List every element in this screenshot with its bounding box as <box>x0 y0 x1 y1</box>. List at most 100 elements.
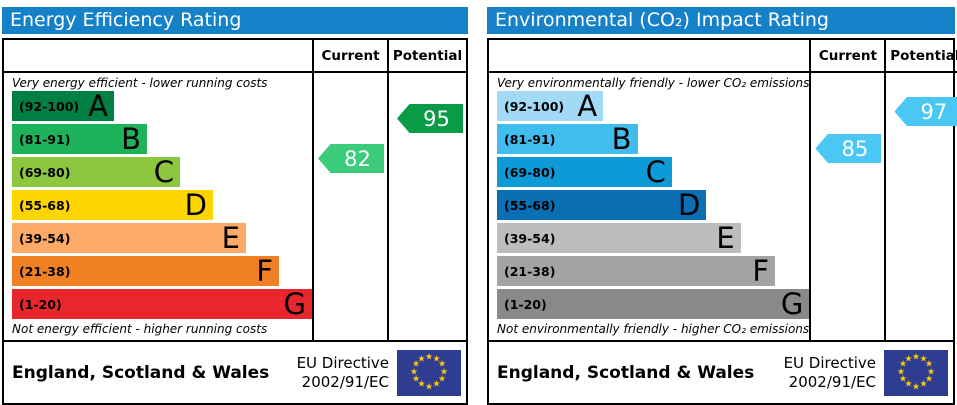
current-rating-cell: 82 <box>312 73 387 340</box>
band-row-e: (39-54) E <box>497 223 809 253</box>
band-bar-g: (1-20) G <box>497 289 810 319</box>
top-caption: Very energy efficient - lower running co… <box>12 76 268 90</box>
band-bar-g: (1-20) G <box>12 289 312 319</box>
band-bar-a: (92-100) A <box>12 91 114 121</box>
bottom-caption: Not energy efficient - higher running co… <box>12 322 268 336</box>
band-letter: C <box>153 154 174 189</box>
band-row-a: (92-100) A <box>497 91 809 121</box>
energy-efficiency-panel: Energy Efficiency Rating Current Potenti… <box>2 7 468 405</box>
band-range-label: (39-54) <box>19 230 71 246</box>
potential-column-header: Potential <box>387 40 466 73</box>
band-letter: E <box>221 220 240 255</box>
current-column-header: Current <box>809 40 885 73</box>
eu-directive-label: EU Directive 2002/91/EC <box>297 354 389 392</box>
panel-title-energy: Energy Efficiency Rating <box>2 7 468 34</box>
current-column-header: Current <box>312 40 387 73</box>
eu-directive-line1: EU Directive <box>783 353 876 372</box>
band-bar-d: (55-68) D <box>497 187 707 222</box>
eu-star-icon: ★ <box>919 354 928 364</box>
energy-bands-cell: Very energy efficient - lower running co… <box>4 73 312 340</box>
eu-flag-icon: ★ ★ ★ ★ ★ ★ ★ ★ ★ ★ ★ ★ <box>884 349 948 396</box>
band-bar-f: (21-38) F <box>497 256 775 286</box>
eu-star-icon: ★ <box>898 374 908 385</box>
eu-star-icon: ★ <box>409 367 419 377</box>
eu-star-icon: ★ <box>424 352 434 362</box>
band-row-f: (21-38) F <box>12 256 312 286</box>
band-row-g: (1-20) G <box>497 289 810 319</box>
eu-star-icon: ★ <box>424 382 434 392</box>
band-letter: E <box>716 220 735 255</box>
potential-rating-arrow: 97 <box>894 97 957 126</box>
band-bar-d: (55-68) D <box>12 190 213 220</box>
band-range-label: (39-54) <box>504 230 556 246</box>
top-caption: Very environmentally friendly - lower CO… <box>497 76 810 90</box>
eu-star-icon: ★ <box>924 374 934 385</box>
eu-flag-icon: ★ ★ ★ ★ ★ ★ ★ ★ ★ ★ ★ ★ <box>397 349 461 396</box>
band-bar-c: (69-80) C <box>12 157 180 187</box>
eu-star-icon: ★ <box>904 354 913 364</box>
current-rating-cell: 85 <box>809 73 884 340</box>
band-range-label: (55-68) <box>19 197 71 213</box>
band-letter: D <box>677 187 701 222</box>
band-row-c: (69-80) C <box>12 157 312 187</box>
band-bar-b: (81-91) B <box>12 124 147 154</box>
eu-star-icon: ★ <box>926 367 936 377</box>
eu-star-icon: ★ <box>904 379 913 390</box>
eu-directive-line2: 2002/91/EC <box>301 372 389 391</box>
band-letter: D <box>184 187 207 222</box>
eu-star-icon: ★ <box>417 379 426 390</box>
eu-star-icon: ★ <box>911 352 921 362</box>
environmental-impact-panel: Environmental (CO₂) Impact Rating Curren… <box>487 7 957 405</box>
environmental-bands: (92-100) A (81-91) B (69-80) C <box>497 91 810 319</box>
band-letter: F <box>752 253 769 288</box>
eu-star-icon: ★ <box>411 359 421 370</box>
environmental-rating-table: Current Potential Very environmentally f… <box>487 38 957 342</box>
header-spacer-cell <box>489 40 810 73</box>
band-range-label: (55-68) <box>504 197 556 213</box>
eu-star-icon: ★ <box>898 359 908 370</box>
current-rating-arrow: 82 <box>318 144 384 173</box>
band-row-e: (39-54) E <box>12 223 312 253</box>
band-range-label: (1-20) <box>19 296 62 312</box>
band-letter: A <box>88 88 108 123</box>
band-letter: F <box>256 253 273 288</box>
region-label: England, Scotland & Wales <box>12 362 270 383</box>
eu-star-icon: ★ <box>417 354 426 364</box>
potential-rating-cell: 97 <box>884 73 957 340</box>
band-letter: A <box>577 88 598 123</box>
energy-rating-table: Current Potential Very energy efficient … <box>2 38 468 342</box>
eu-star-icon: ★ <box>432 379 441 390</box>
band-bar-e: (39-54) E <box>497 223 741 253</box>
environmental-footer: England, Scotland & Wales EU Directive 2… <box>487 342 955 405</box>
band-bar-b: (81-91) B <box>497 124 638 154</box>
band-range-label: (92-100) <box>504 98 565 114</box>
eu-star-icon: ★ <box>432 354 441 364</box>
band-range-label: (21-38) <box>504 263 556 279</box>
band-row-d: (55-68) D <box>12 190 312 220</box>
band-letter: G <box>283 286 306 321</box>
band-row-d: (55-68) D <box>497 190 809 220</box>
band-row-f: (21-38) F <box>497 256 809 286</box>
eu-star-icon: ★ <box>439 367 449 377</box>
bottom-caption: Not environmentally friendly - higher CO… <box>497 322 810 336</box>
panel-title-environmental: Environmental (CO₂) Impact Rating <box>487 7 955 34</box>
band-range-label: (69-80) <box>504 164 556 180</box>
energy-footer: England, Scotland & Wales EU Directive 2… <box>2 342 468 405</box>
eu-star-icon: ★ <box>437 359 447 370</box>
header-spacer-cell <box>4 40 312 73</box>
band-row-b: (81-91) B <box>497 124 809 154</box>
eu-star-icon: ★ <box>437 374 447 385</box>
band-letter: B <box>121 121 141 156</box>
eu-star-icon: ★ <box>911 382 921 392</box>
potential-column-header: Potential <box>884 40 957 73</box>
eu-star-icon: ★ <box>896 367 906 377</box>
eu-star-icon: ★ <box>411 374 421 385</box>
potential-rating-cell: 95 <box>387 73 466 340</box>
band-letter: B <box>611 121 632 156</box>
energy-bands: (92-100) A (81-91) B (69-80) C <box>12 91 312 319</box>
eu-directive-line1: EU Directive <box>296 353 389 372</box>
band-range-label: (21-38) <box>19 263 71 279</box>
band-row-b: (81-91) B <box>12 124 312 154</box>
environmental-bands-cell: Very environmentally friendly - lower CO… <box>489 73 810 340</box>
